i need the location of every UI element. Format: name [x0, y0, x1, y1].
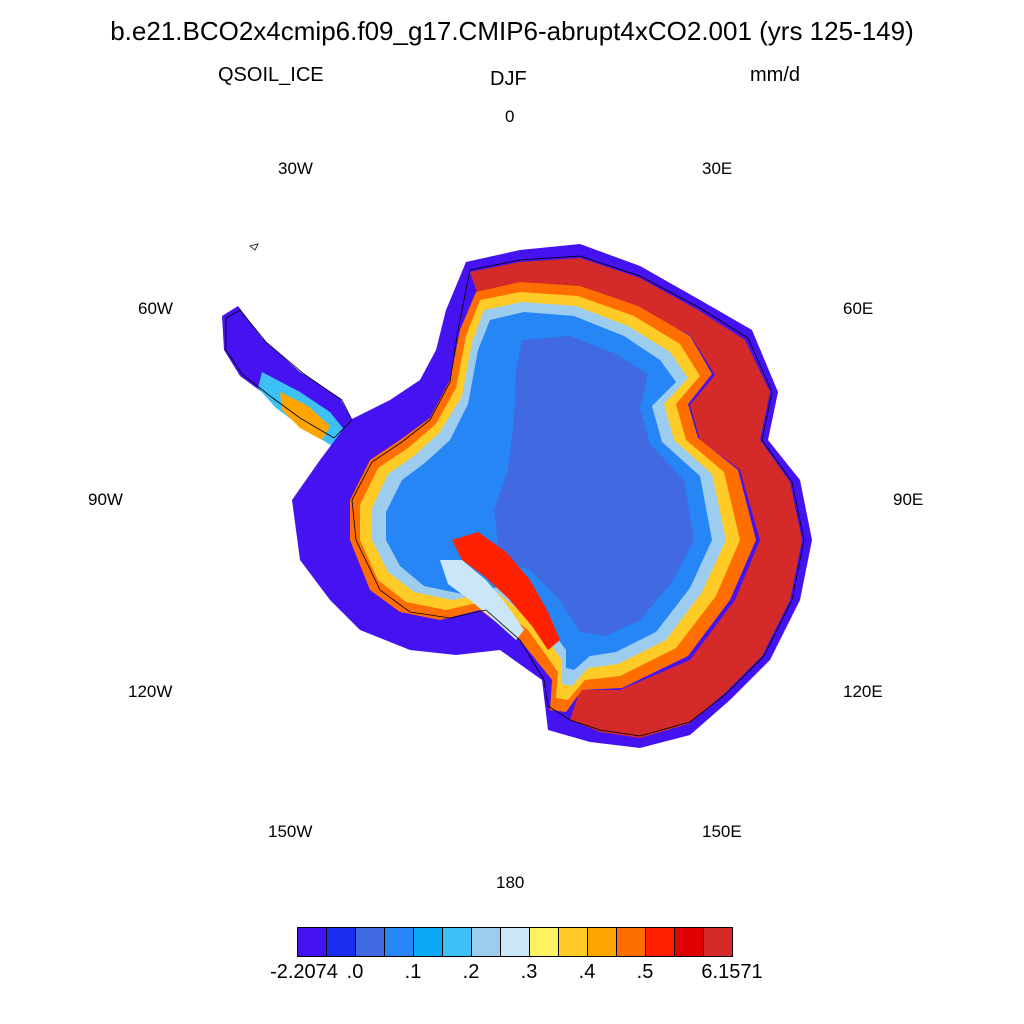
colorbar-box — [385, 928, 414, 956]
interior-plateau — [494, 336, 694, 636]
lon-label-30w: 30W — [278, 159, 313, 178]
coastline — [351, 255, 805, 737]
colorbar-box — [588, 928, 617, 956]
small-island — [249, 243, 259, 251]
lon-label-60e: 60E — [843, 299, 874, 318]
colorbar-label: .0 — [346, 961, 364, 983]
units-label: mm/d — [750, 64, 800, 86]
colorbar-label-min: -2.2074 — [270, 961, 338, 983]
lon-label-180: 180 — [496, 873, 525, 892]
lon-label-90e: 90E — [893, 490, 924, 509]
colorbar-label: .2 — [462, 961, 480, 983]
colorbar-label: .4 — [578, 961, 596, 983]
plot-title: b.e21.BCO2x4cmip6.f09_g17.CMIP6-abrupt4x… — [110, 16, 914, 46]
variable-label: QSOIL_ICE — [218, 64, 324, 86]
colorbar-label-max: 6.1571 — [701, 961, 763, 983]
colorbar-box — [356, 928, 385, 956]
lon-label-0: 0 — [505, 107, 515, 126]
colorbar-label: .3 — [520, 961, 538, 983]
lon-label-150e: 150E — [702, 822, 742, 841]
colorbar-box — [530, 928, 559, 956]
colorbar-box — [327, 928, 356, 956]
colorbar-box — [501, 928, 530, 956]
colorbar-box — [298, 928, 327, 956]
lon-label-90w: 90W — [88, 490, 123, 509]
colorbar — [297, 927, 733, 957]
colorbar-label: .5 — [636, 961, 654, 983]
lon-label-60w: 60W — [138, 299, 173, 318]
ross-shelf-light — [440, 560, 524, 640]
red-coastal-band — [470, 258, 802, 738]
colorbar-label: .1 — [404, 961, 422, 983]
colorbar-box — [646, 928, 675, 956]
season-label: DJF — [490, 68, 527, 90]
colorbar-box — [559, 928, 588, 956]
colorbar-box — [414, 928, 443, 956]
colorbar-box — [443, 928, 472, 956]
lon-label-150w: 150W — [268, 822, 313, 841]
peninsula-coastline — [225, 309, 353, 439]
colorbar-box — [617, 928, 646, 956]
lon-label-120w: 120W — [128, 682, 173, 701]
lon-label-30e: 30E — [702, 159, 733, 178]
ross-shelf-warm — [452, 532, 560, 650]
colorbar-box — [472, 928, 501, 956]
lon-label-120e: 120E — [843, 682, 883, 701]
colorbar-box — [675, 928, 704, 956]
colorbar-box — [704, 928, 732, 956]
